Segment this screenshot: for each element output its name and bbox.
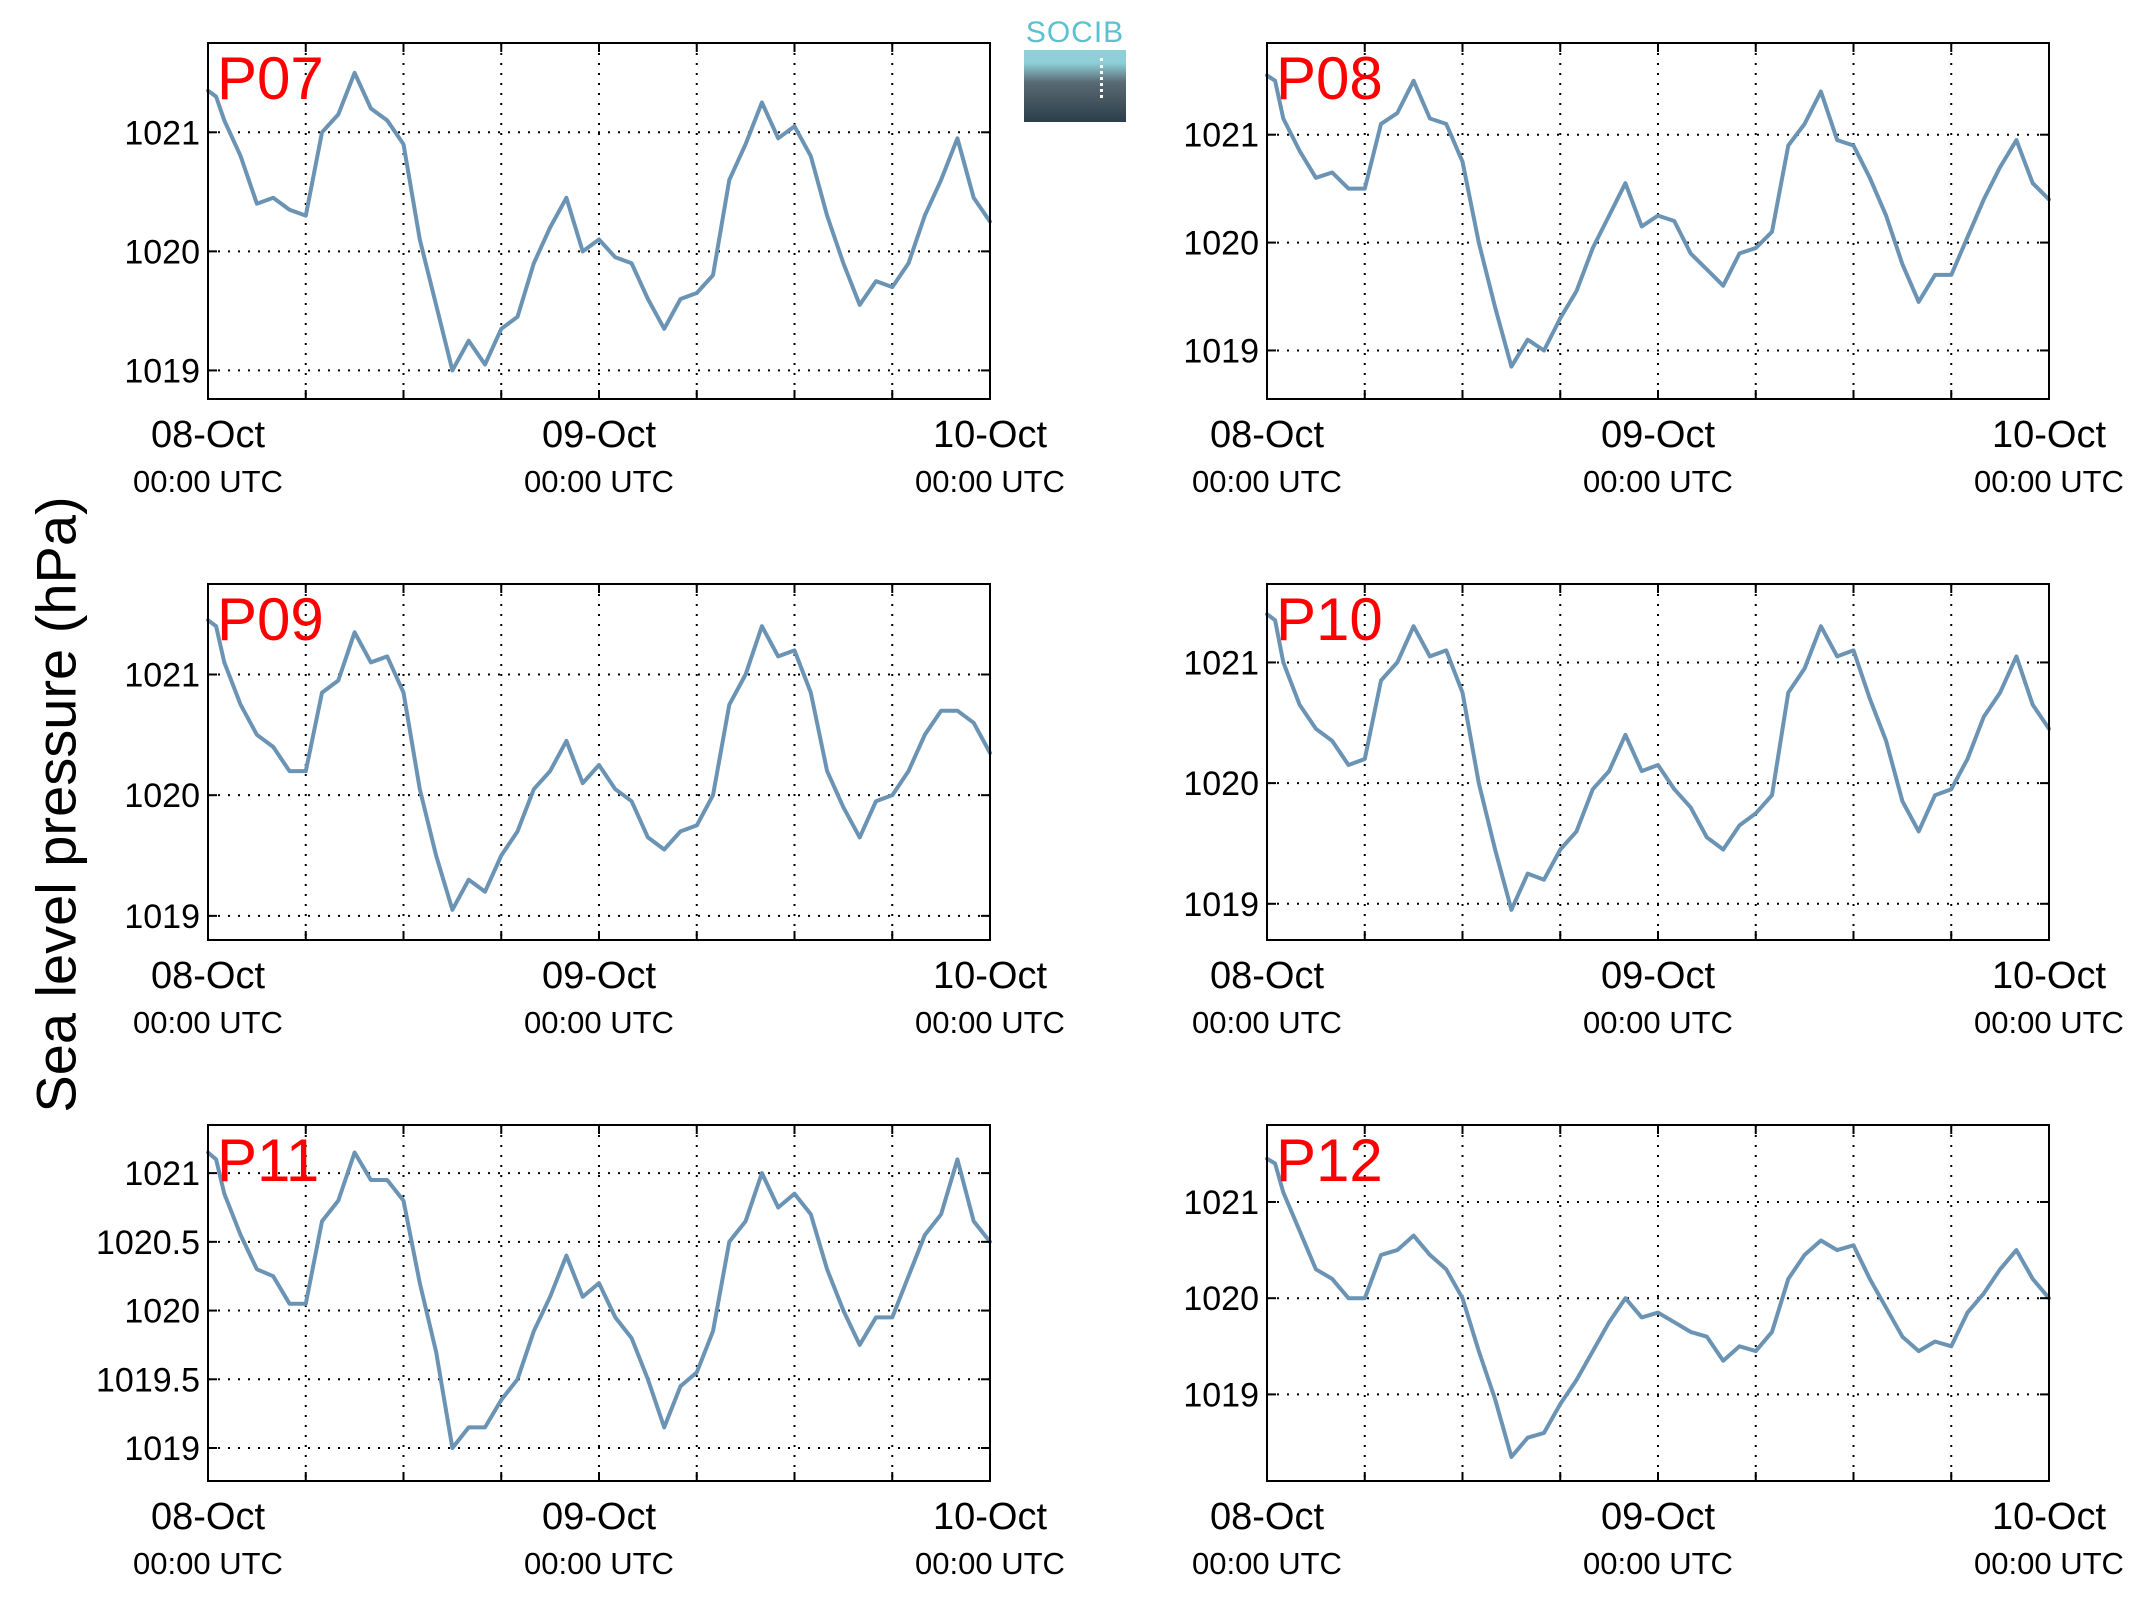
station-label: P09	[217, 586, 324, 653]
y-tick-label: 1019	[124, 898, 200, 936]
plot-frame	[1266, 1124, 2050, 1482]
x-tick-label: 10-Oct	[1992, 1496, 2106, 1538]
x-tick-label: 09-Oct	[542, 1496, 656, 1538]
chart-panel-p10: 1019 1020 1021 08-Oct 00:00 UTC 09-Oct 00:00 U…	[1183, 583, 2124, 1040]
series-line-p10	[1265, 612, 2051, 912]
x-tick-label: 08-Oct	[1210, 955, 1324, 997]
x-tick-sublabel: 00:00 UTC	[133, 1546, 283, 1581]
x-tick-sublabel: 00:00 UTC	[1192, 1005, 1342, 1040]
y-tick-label: 1020	[1183, 765, 1259, 803]
y-tick-label: 1019	[1183, 886, 1259, 924]
station-label: P08	[1276, 45, 1383, 112]
x-tick-sublabel: 00:00 UTC	[1583, 1546, 1733, 1581]
x-tick-sublabel: 00:00 UTC	[1192, 464, 1342, 499]
y-tick-label: 1019.5	[96, 1361, 200, 1399]
x-tick-sublabel: 00:00 UTC	[1974, 1005, 2124, 1040]
series-line-p08	[1265, 73, 2051, 369]
x-tick-label: 09-Oct	[1601, 1496, 1715, 1538]
y-tick-label: 1020	[124, 1293, 200, 1331]
y-tick-label: 1021	[1183, 1184, 1259, 1222]
y-tick-label: 1020	[124, 233, 200, 271]
plot-frame	[1266, 583, 2050, 941]
x-tick-sublabel: 00:00 UTC	[1974, 1546, 2124, 1581]
series-line-p11	[206, 1150, 992, 1450]
y-tick-label: 1021	[1183, 644, 1259, 682]
chart-panel-p11: 1019 1019.5 1020 1020.5 1021 08-Oct 00:00 UTC 0…	[96, 1124, 1065, 1581]
y-tick-label: 1021	[124, 657, 200, 695]
x-tick-sublabel: 00:00 UTC	[524, 464, 674, 499]
x-tick-label: 08-Oct	[1210, 1496, 1324, 1538]
x-tick-sublabel: 00:00 UTC	[915, 1546, 1065, 1581]
x-tick-label: 10-Oct	[933, 414, 1047, 456]
y-tick-label: 1019	[1183, 332, 1259, 370]
plot-frame	[1266, 42, 2050, 400]
y-tick-label: 1019	[124, 1430, 200, 1468]
x-tick-label: 08-Oct	[1210, 414, 1324, 456]
series-line-p07	[206, 70, 992, 373]
logo-text: SOCIB	[1025, 16, 1125, 49]
y-tick-label: 1021	[124, 114, 200, 152]
x-tick-label: 08-Oct	[151, 1496, 265, 1538]
x-tick-sublabel: 00:00 UTC	[1583, 464, 1733, 499]
y-tick-label: 1020.5	[96, 1224, 200, 1262]
y-tick-label: 1019	[1183, 1376, 1259, 1414]
x-tick-label: 09-Oct	[542, 955, 656, 997]
x-tick-label: 09-Oct	[542, 414, 656, 456]
y-tick-label: 1021	[124, 1155, 200, 1193]
plot-frame	[207, 583, 991, 941]
y-tick-label: 1020	[124, 777, 200, 815]
x-tick-sublabel: 00:00 UTC	[915, 464, 1065, 499]
plot-frame	[207, 1124, 991, 1482]
socib-logo: SOCIB	[1024, 16, 1126, 122]
x-tick-label: 09-Oct	[1601, 414, 1715, 456]
chart-panel-p09: 1019 1020 1021 08-Oct 00:00 UTC 09-Oct 00:00 U…	[124, 583, 1065, 1040]
y-tick-label: 1020	[1183, 225, 1259, 263]
x-tick-label: 10-Oct	[1992, 955, 2106, 997]
station-label: P10	[1276, 586, 1383, 653]
x-tick-label: 10-Oct	[933, 1496, 1047, 1538]
series-line-p09	[206, 618, 992, 912]
chart-panel-p07: 1019 1020 1021 08-Oct 00:00 UTC 09-Oct 00:00 U…	[124, 42, 1065, 499]
chart-panel-p12: 1019 1020 1021 08-Oct 00:00 UTC 09-Oct 00:00 U…	[1183, 1124, 2124, 1581]
x-tick-label: 10-Oct	[933, 955, 1047, 997]
x-tick-label: 08-Oct	[151, 955, 265, 997]
x-tick-sublabel: 00:00 UTC	[1583, 1005, 1733, 1040]
x-tick-label: 08-Oct	[151, 414, 265, 456]
logo-emblem	[1024, 50, 1126, 122]
x-tick-sublabel: 00:00 UTC	[133, 1005, 283, 1040]
plot-frame	[207, 42, 991, 400]
chart-panel-p08: 1019 1020 1021 08-Oct 00:00 UTC 09-Oct 00:00 U…	[1183, 42, 2124, 499]
x-tick-sublabel: 00:00 UTC	[133, 464, 283, 499]
series-line-p12	[1265, 1156, 2051, 1459]
station-label: P07	[217, 45, 324, 112]
y-tick-label: 1019	[124, 352, 200, 390]
y-tick-label: 1021	[1183, 117, 1259, 155]
x-tick-sublabel: 00:00 UTC	[524, 1546, 674, 1581]
station-label: P11	[217, 1127, 319, 1194]
station-label: P12	[1276, 1127, 1383, 1194]
x-tick-label: 10-Oct	[1992, 414, 2106, 456]
x-tick-sublabel: 00:00 UTC	[1192, 1546, 1342, 1581]
x-tick-sublabel: 00:00 UTC	[1974, 464, 2124, 499]
x-tick-label: 09-Oct	[1601, 955, 1715, 997]
y-tick-label: 1020	[1183, 1280, 1259, 1318]
x-tick-sublabel: 00:00 UTC	[524, 1005, 674, 1040]
x-tick-sublabel: 00:00 UTC	[915, 1005, 1065, 1040]
